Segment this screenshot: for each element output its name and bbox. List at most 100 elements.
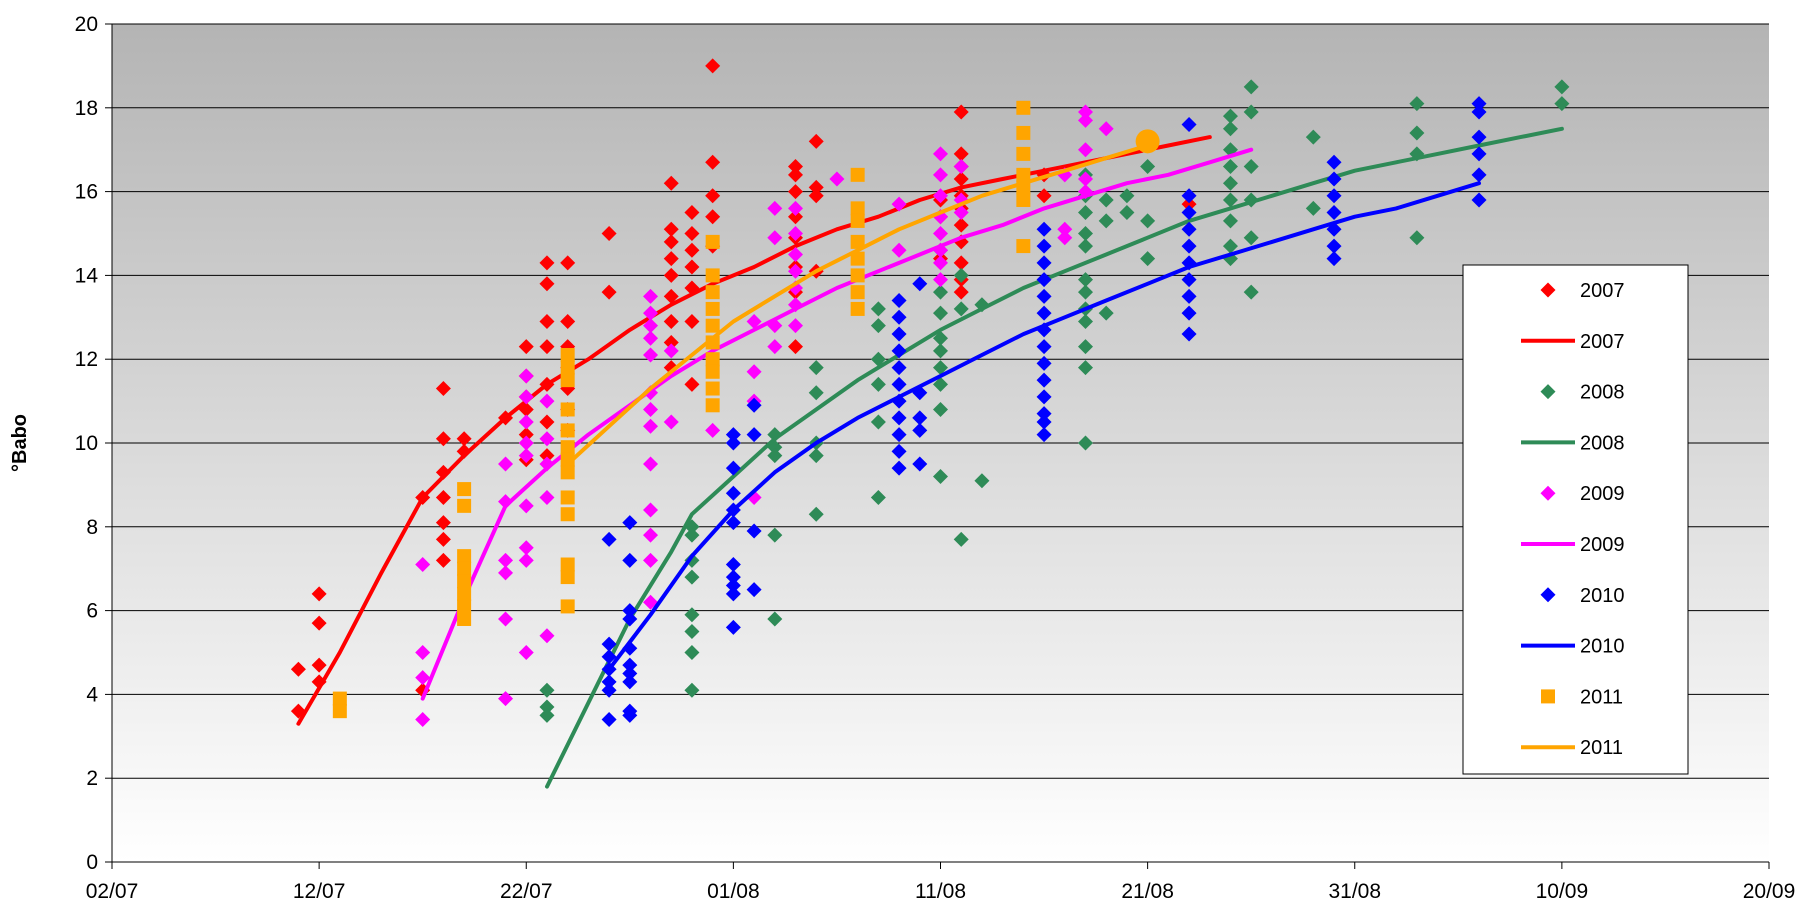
data-point-2008	[1243, 284, 1259, 300]
legend-label: 2008	[1580, 432, 1625, 454]
data-point-2009	[1057, 221, 1073, 237]
data-point-2008	[1077, 339, 1093, 355]
data-point-2008	[684, 607, 700, 623]
data-point-2008	[1077, 435, 1093, 451]
y-tick-label: 16	[75, 181, 98, 204]
data-point-2008	[1554, 96, 1570, 112]
data-point-2010	[601, 712, 617, 728]
data-point-2010	[725, 515, 741, 531]
x-tick-label: 21/08	[1121, 880, 1174, 903]
data-point-2007	[539, 276, 555, 292]
data-point-2009	[518, 498, 534, 514]
data-point-2011	[560, 570, 575, 585]
data-point-2011	[560, 599, 575, 614]
data-point-2011	[560, 465, 575, 480]
data-point-2008	[1077, 284, 1093, 300]
data-point-2010	[725, 435, 741, 451]
data-point-2010	[1326, 188, 1342, 204]
data-point-2011	[705, 268, 720, 283]
legend-label: 2009	[1580, 534, 1625, 556]
data-point-2008	[870, 318, 886, 334]
data-point-2010	[725, 577, 741, 593]
data-point-2007	[435, 464, 451, 480]
data-point-2011	[705, 318, 720, 333]
legend-box	[1462, 264, 1689, 775]
data-point-2011	[705, 364, 720, 379]
data-point-2010	[891, 326, 907, 342]
series-2007-line	[296, 135, 1212, 726]
x-tick-label: 20/09	[1743, 880, 1796, 903]
data-point-2008	[1222, 213, 1238, 229]
data-point-2008	[1243, 230, 1259, 246]
legend-label: 2010	[1580, 585, 1625, 607]
data-point-2010	[1036, 406, 1052, 422]
data-point-2007	[539, 255, 555, 271]
data-point-2009	[518, 645, 534, 660]
data-point-2009	[953, 158, 969, 174]
data-point-2010	[912, 276, 928, 292]
data-point-2011	[705, 285, 720, 300]
data-point-2007	[705, 209, 721, 225]
data-point-2008	[1222, 175, 1238, 191]
data-point-2009	[643, 552, 659, 568]
data-point-2008	[808, 448, 824, 464]
data-point-2010	[622, 552, 638, 568]
data-point-2009	[1077, 104, 1093, 120]
data-point-2007	[808, 179, 824, 195]
data-point-2008	[1409, 96, 1425, 112]
data-point-2010	[622, 603, 638, 619]
x-tick-label: 22/07	[500, 880, 553, 903]
series-line-2010	[607, 181, 1481, 672]
data-point-2011	[560, 423, 575, 438]
data-point-2008	[1098, 213, 1114, 229]
data-point-2009	[415, 712, 431, 728]
data-point-2008	[684, 682, 700, 698]
data-point-2011	[850, 301, 865, 316]
data-point-2008	[933, 284, 948, 300]
data-point-2010	[746, 582, 762, 598]
data-point-2010	[1181, 188, 1197, 204]
data-point-2007	[663, 175, 679, 191]
legend-entry-2007-line: 2007	[1521, 331, 1625, 353]
data-point-2009	[643, 502, 659, 518]
data-point-2011	[457, 574, 472, 589]
legend-entry-2008-line: 2008	[1521, 432, 1625, 454]
data-point-2008	[1077, 238, 1093, 254]
data-point-2009	[518, 448, 534, 464]
data-point-2011	[457, 498, 472, 513]
data-point-2010	[891, 427, 907, 443]
data-point-2007	[788, 339, 804, 355]
data-point-2009	[643, 330, 659, 346]
y-tick-label: 6	[86, 600, 98, 623]
data-point-2011	[705, 234, 720, 249]
data-point-2010	[746, 427, 762, 443]
y-axis-title: °Babo	[9, 414, 31, 472]
data-point-2009	[643, 318, 659, 334]
legend-swatch	[1540, 384, 1556, 400]
data-point-2010	[725, 485, 741, 501]
data-point-2010	[725, 569, 741, 585]
data-point-2008	[808, 360, 824, 376]
data-point-2010	[1181, 326, 1197, 342]
data-point-2008	[1222, 108, 1238, 124]
data-point-2011	[560, 440, 575, 455]
data-point-2009	[933, 255, 948, 271]
data-point-2008	[684, 624, 700, 640]
data-point-2008	[684, 645, 700, 660]
data-point-2007	[539, 339, 555, 355]
data-point-2008	[1222, 158, 1238, 174]
data-point-2009	[643, 456, 659, 472]
data-point-2007	[953, 255, 969, 271]
data-point-2009	[933, 146, 948, 162]
x-tick-label: 10/09	[1536, 880, 1589, 903]
data-point-2008	[1243, 79, 1259, 95]
data-point-2007	[663, 234, 679, 250]
data-point-2009	[767, 339, 783, 355]
data-point-2010	[725, 460, 741, 476]
data-point-2009	[643, 305, 659, 321]
y-tick-label: 20	[75, 13, 98, 36]
data-point-2009	[643, 288, 659, 304]
data-point-2008	[933, 401, 948, 417]
data-point-2010	[1181, 272, 1197, 288]
